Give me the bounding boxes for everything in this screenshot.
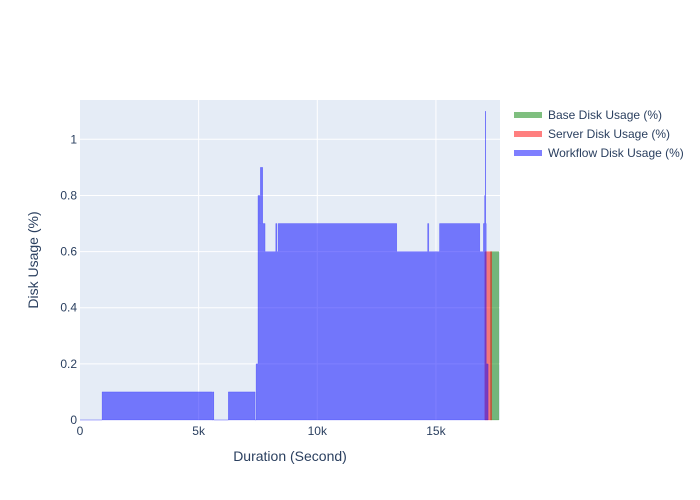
y-tick-label: 0 (70, 413, 77, 427)
y-tick-label: 0.6 (60, 245, 77, 259)
series-area-2 (80, 110, 489, 421)
legend-label: Server Disk Usage (%) (548, 127, 670, 141)
x-tick-label: 15k (426, 424, 446, 438)
series-areas (80, 110, 500, 421)
legend-label: Workflow Disk Usage (%) (548, 146, 684, 160)
legend-label: Base Disk Usage (%) (548, 108, 662, 122)
x-tick-label: 0 (77, 424, 84, 438)
x-tick-label: 10k (308, 424, 328, 438)
y-tick-label: 1 (70, 132, 77, 146)
y-tick-label: 0.2 (60, 357, 77, 371)
y-tick-label: 0.4 (60, 301, 77, 315)
legend: Base Disk Usage (%) Server Disk Usage (%)… (514, 108, 684, 160)
y-tick-labels: 0 0.2 0.4 0.6 0.8 1 (60, 132, 77, 427)
x-axis-title: Duration (Second) (233, 448, 347, 464)
x-tick-labels: 0 5k 10k 15k (77, 424, 447, 438)
y-axis-title: Disk Usage (%) (25, 211, 41, 308)
y-tick-label: 0.8 (60, 188, 77, 202)
x-tick-label: 5k (192, 424, 206, 438)
